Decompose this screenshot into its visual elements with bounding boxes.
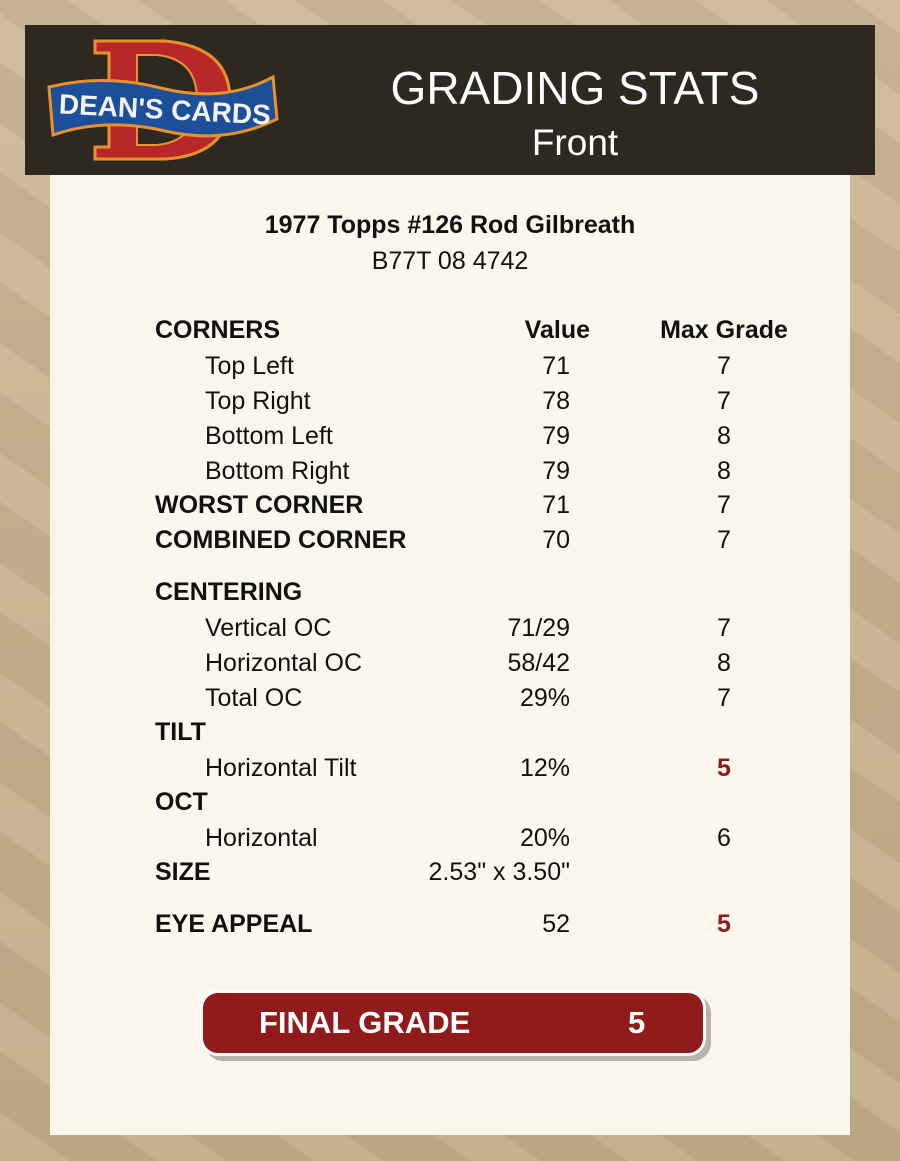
- table-row: Top Right 78 7: [50, 387, 850, 417]
- row-max-grade: 7: [717, 684, 731, 712]
- row-label: Horizontal OC: [205, 649, 362, 677]
- table-row: Bottom Right 79 8: [50, 457, 850, 487]
- table-row: Horizontal Tilt 12% 5: [50, 754, 850, 784]
- column-header-value: Value: [524, 316, 590, 344]
- row-value: 29%: [519, 684, 570, 712]
- row-label: CENTERING: [155, 578, 303, 606]
- table-row: Vertical OC 71/29 7: [50, 614, 850, 644]
- row-max-grade: 8: [717, 422, 731, 450]
- row-label: WORST CORNER: [155, 491, 364, 519]
- section-corners: CORNERS Value Max Grade: [50, 316, 850, 346]
- page-title: GRADING STATS: [390, 62, 760, 114]
- row-label: EYE APPEAL: [155, 910, 313, 938]
- row-value: 20%: [519, 824, 570, 852]
- row-label: Total OC: [205, 684, 303, 712]
- header: DEAN'S CARDS GRADING STATS Front: [25, 25, 875, 175]
- row-value: 79: [542, 457, 570, 485]
- card-name: 1977 Topps #126 Rod Gilbreath: [264, 211, 636, 239]
- row-value: 58/42: [507, 649, 570, 677]
- row-label: SIZE: [155, 858, 211, 886]
- row-label: CORNERS: [155, 316, 281, 344]
- row-label: OCT: [155, 788, 208, 816]
- row-value: 52: [542, 910, 570, 938]
- row-label: COMBINED CORNER: [155, 526, 407, 554]
- column-header-max-grade: Max Grade: [660, 316, 788, 344]
- row-max-grade: 7: [717, 526, 731, 554]
- row-value: 71: [542, 352, 570, 380]
- stats-panel: 1977 Topps #126 Rod Gilbreath B77T 08 47…: [50, 175, 850, 1135]
- row-max-grade: 6: [717, 824, 731, 852]
- row-max-grade: 7: [717, 387, 731, 415]
- section-centering: CENTERING: [50, 578, 850, 608]
- page-subtitle: Front: [531, 122, 619, 163]
- section-size: SIZE 2.53" x 3.50": [50, 858, 850, 888]
- table-row: Bottom Left 79 8: [50, 422, 850, 452]
- row-max-grade: 7: [717, 491, 731, 519]
- table-row: Total OC 29% 7: [50, 684, 850, 714]
- row-label: Horizontal Tilt: [205, 754, 357, 782]
- table-row: WORST CORNER 71 7: [50, 491, 850, 521]
- cert-number: B77T 08 4742: [371, 247, 529, 275]
- row-max-grade: 8: [717, 649, 731, 677]
- table-row: Horizontal 20% 6: [50, 824, 850, 854]
- section-tilt: TILT: [50, 718, 850, 748]
- deans-cards-logo: DEAN'S CARDS: [47, 39, 279, 161]
- row-value: 71/29: [507, 614, 570, 642]
- final-grade-badge: FINAL GRADE 5: [200, 990, 706, 1056]
- row-label: Top Right: [205, 387, 311, 415]
- row-label: Bottom Left: [205, 422, 333, 450]
- row-value: 70: [542, 526, 570, 554]
- row-label: Horizontal: [205, 824, 318, 852]
- table-row: Top Left 71 7: [50, 352, 850, 382]
- row-max-grade: 7: [717, 352, 731, 380]
- section-eye-appeal: EYE APPEAL 52 5: [50, 910, 850, 940]
- row-value: 2.53" x 3.50": [428, 858, 570, 886]
- final-grade-value: 5: [628, 1005, 646, 1040]
- row-max-grade: 8: [717, 457, 731, 485]
- table-row: Horizontal OC 58/42 8: [50, 649, 850, 679]
- row-label: Vertical OC: [205, 614, 332, 642]
- row-value: 71: [542, 491, 570, 519]
- row-label: TILT: [155, 718, 206, 746]
- row-value: 78: [542, 387, 570, 415]
- row-label: Bottom Right: [205, 457, 350, 485]
- row-max-grade: 5: [717, 754, 731, 782]
- final-grade-label: FINAL GRADE: [259, 1005, 471, 1040]
- row-max-grade: 5: [717, 910, 731, 938]
- row-value: 79: [542, 422, 570, 450]
- table-row: COMBINED CORNER 70 7: [50, 526, 850, 556]
- row-value: 12%: [519, 754, 570, 782]
- section-oct: OCT: [50, 788, 850, 818]
- row-max-grade: 7: [717, 614, 731, 642]
- row-label: Top Left: [205, 352, 294, 380]
